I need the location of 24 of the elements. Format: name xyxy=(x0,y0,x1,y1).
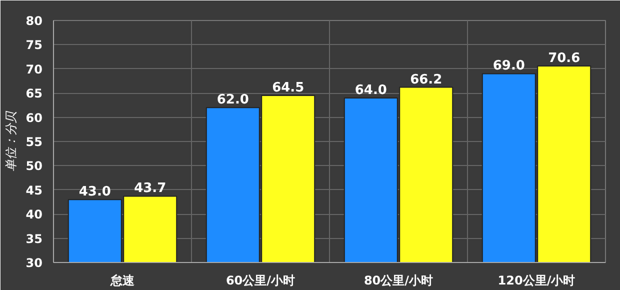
data-label: 62.0 xyxy=(216,92,249,108)
data-label: 43.7 xyxy=(134,181,166,196)
data-label: 66.2 xyxy=(410,72,442,88)
y-tick-label: 50 xyxy=(26,159,43,174)
data-label: 43.0 xyxy=(78,184,111,200)
data-label: 70.6 xyxy=(548,50,580,66)
y-tick-label: 65 xyxy=(26,86,43,101)
y-axis-title: 单位：分贝 xyxy=(4,110,18,172)
y-tick-label: 40 xyxy=(26,208,43,222)
x-tick-label: 80公里/小时 xyxy=(364,274,434,288)
y-tick-label: 35 xyxy=(26,232,43,246)
y-tick-label: 55 xyxy=(26,135,43,149)
data-label: 64.5 xyxy=(272,80,304,96)
y-tick-label: 75 xyxy=(26,38,43,52)
data-label: 69.0 xyxy=(492,58,525,74)
y-tick-label: 45 xyxy=(26,183,43,198)
y-tick-label: 30 xyxy=(26,256,43,270)
x-tick-label: 120公里/小时 xyxy=(498,274,576,288)
y-tick-label: 60 xyxy=(26,110,43,125)
data-label: 64.0 xyxy=(354,82,387,98)
y-tick-label: 70 xyxy=(26,62,43,76)
x-tick-label: 怠速 xyxy=(110,274,136,288)
x-tick-label: 60公里/小时 xyxy=(226,274,296,288)
y-tick-label: 80 xyxy=(26,14,43,28)
